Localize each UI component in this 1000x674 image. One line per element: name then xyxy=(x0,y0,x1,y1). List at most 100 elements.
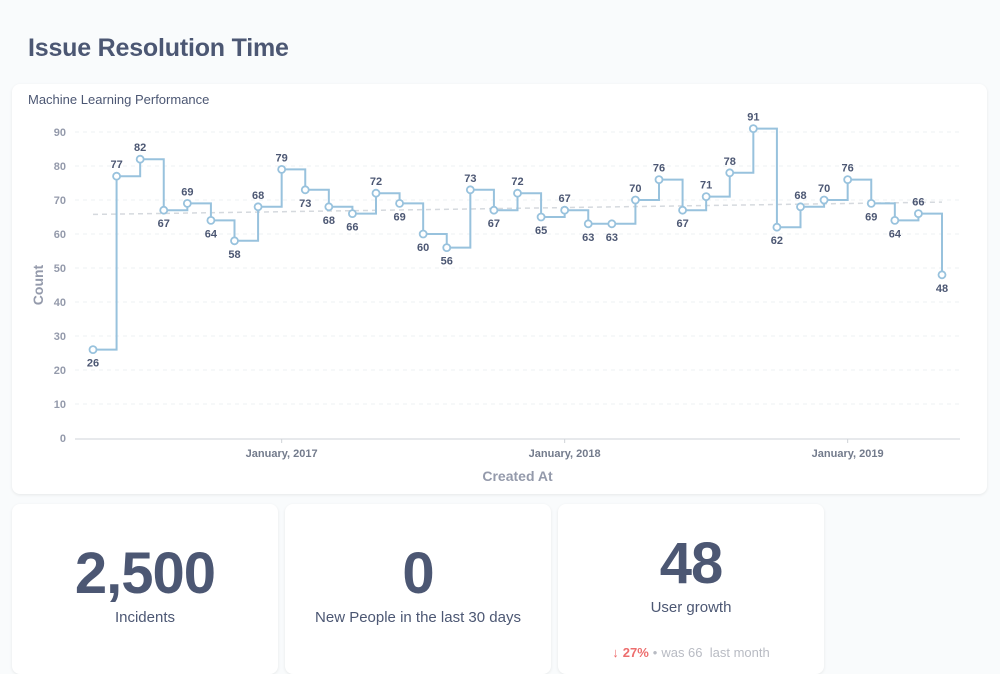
grid-lines xyxy=(75,131,960,405)
data-point xyxy=(442,243,452,253)
data-label: 60 xyxy=(417,242,429,254)
data-point xyxy=(159,205,169,215)
incidents-label[interactable]: Incidents xyxy=(114,609,176,626)
data-label: 78 xyxy=(724,156,736,168)
series-step-line xyxy=(93,127,943,351)
previous-value: was 66 xyxy=(661,645,703,660)
user-growth-value: 48 xyxy=(659,531,724,596)
data-label: 72 xyxy=(370,176,382,188)
data-label: 66 xyxy=(346,222,358,234)
data-point xyxy=(324,202,334,212)
data-label: 68 xyxy=(323,215,335,227)
data-point xyxy=(465,185,475,195)
data-point xyxy=(819,195,829,205)
y-tick-label: 0 xyxy=(60,433,66,445)
data-point xyxy=(348,209,357,219)
data-label: 73 xyxy=(299,198,311,210)
y-tick-label: 20 xyxy=(54,365,66,377)
data-point xyxy=(300,185,310,195)
incidents-value: 2,500 xyxy=(74,541,216,606)
data-label: 64 xyxy=(205,228,218,240)
data-point xyxy=(937,270,947,280)
data-point xyxy=(277,165,287,174)
data-label: 79 xyxy=(276,152,288,164)
data-label: 69 xyxy=(865,211,877,223)
data-label: 63 xyxy=(606,232,618,244)
data-label: 48 xyxy=(936,283,948,295)
data-label: 68 xyxy=(794,190,806,202)
data-point xyxy=(135,154,145,164)
y-tick-label: 30 xyxy=(54,331,66,343)
data-point xyxy=(631,195,640,205)
data-label: 76 xyxy=(653,163,665,175)
data-label: 62 xyxy=(771,235,783,247)
data-point xyxy=(843,175,853,184)
chart-card[interactable]: 26 77 82 67 69 64 58 68 79 73 68 66 72 69 60 56 73 67 72 65… xyxy=(12,84,987,494)
user-growth-label[interactable]: User growth xyxy=(650,599,732,616)
y-tick-label: 90 xyxy=(54,127,66,139)
data-point xyxy=(654,175,664,184)
data-point xyxy=(489,205,499,215)
data-point xyxy=(748,124,758,133)
page-title: Issue Resolution Time xyxy=(28,34,289,62)
data-point xyxy=(560,205,570,215)
data-point xyxy=(230,236,239,246)
data-point xyxy=(772,222,782,232)
data-label: 67 xyxy=(158,218,170,230)
data-point xyxy=(583,219,593,229)
series-line-layer xyxy=(93,127,943,351)
data-label: 91 xyxy=(747,112,759,124)
data-label: 65 xyxy=(535,225,547,237)
y-tick-label: 70 xyxy=(54,195,66,207)
x-tick-label: January, 2019 xyxy=(812,448,884,460)
data-point xyxy=(182,199,192,208)
data-point xyxy=(206,215,216,225)
y-tick-label: 60 xyxy=(54,229,66,241)
data-point xyxy=(418,229,428,239)
data-point xyxy=(890,215,900,225)
previous-period: last month xyxy=(709,645,770,660)
data-label: 64 xyxy=(889,228,902,240)
data-label: 77 xyxy=(110,159,122,171)
y-tick-label: 80 xyxy=(54,161,66,173)
data-point xyxy=(866,199,876,208)
data-point xyxy=(701,192,711,201)
data-point xyxy=(536,212,546,222)
data-label: 26 xyxy=(87,358,99,370)
data-point xyxy=(371,188,381,198)
data-label: 68 xyxy=(252,190,264,202)
data-label: 71 xyxy=(700,180,712,192)
data-label: 67 xyxy=(676,218,688,230)
data-point xyxy=(513,188,522,198)
data-label: 67 xyxy=(559,193,571,205)
y-tick-label: 50 xyxy=(54,263,66,275)
x-axis-title: Created At xyxy=(482,468,553,484)
data-point xyxy=(607,219,617,229)
new-people-value: 0 xyxy=(402,541,434,606)
data-point xyxy=(112,171,121,181)
step-line-chart[interactable]: 26 77 82 67 69 64 58 68 79 73 68 66 72 69 60 56 73 67 72 65… xyxy=(12,84,987,494)
growth-change-percent: 27% xyxy=(622,645,649,660)
new-people-card[interactable]: 0 New People in the last 30 days xyxy=(285,504,551,674)
data-points-layer xyxy=(88,124,947,355)
data-point xyxy=(253,202,263,212)
user-growth-card[interactable]: 48 User growth ↓ 27% • was 66 last month xyxy=(558,504,824,674)
y-axis-title: Count xyxy=(30,264,46,305)
data-label: 66 xyxy=(912,197,924,209)
y-tick-label: 40 xyxy=(54,297,66,309)
data-point xyxy=(395,199,404,208)
incidents-card[interactable]: 2,500 Incidents xyxy=(12,504,278,674)
y-tick-label: 10 xyxy=(54,399,66,411)
data-label: 58 xyxy=(228,249,240,261)
growth-comparison: ↓ 27% • was 66 last month xyxy=(558,645,824,660)
axes-layer: 0 10 20 30 40 50 60 70 80 90 January, 2017 January,… xyxy=(30,127,960,484)
data-label: 69 xyxy=(181,186,193,198)
data-label: 63 xyxy=(582,232,594,244)
arrow-down-icon: ↓ xyxy=(612,645,619,660)
new-people-label[interactable]: New People in the last 30 days xyxy=(315,609,521,626)
data-point xyxy=(678,205,687,215)
data-label: 67 xyxy=(488,218,500,230)
data-point xyxy=(88,345,98,355)
data-point xyxy=(914,209,923,219)
data-label: 70 xyxy=(818,183,830,195)
